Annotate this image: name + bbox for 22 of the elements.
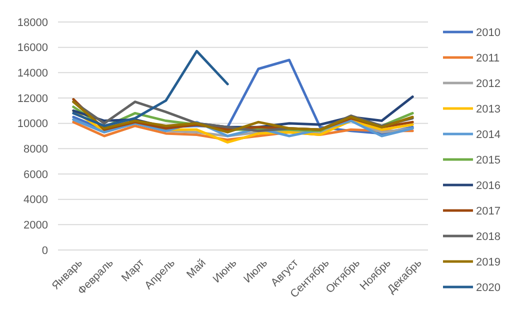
- legend-label: 2015: [476, 154, 500, 166]
- legend-label: 2018: [476, 230, 500, 243]
- legend-label: 2012: [476, 78, 500, 90]
- y-tick-label: 6000: [24, 168, 48, 181]
- legend-label: 2019: [476, 256, 500, 268]
- y-tick-label: 16000: [17, 42, 48, 54]
- legend-label: 2014: [476, 128, 500, 141]
- legend-label: 2011: [476, 52, 500, 64]
- y-tick-label: 14000: [17, 68, 48, 80]
- y-tick-label: 18000: [17, 16, 48, 29]
- legend-label: 2010: [476, 26, 500, 39]
- y-tick-label: 8000: [24, 144, 48, 156]
- legend-label: 2020: [476, 282, 500, 294]
- y-tick-label: 0: [42, 244, 48, 257]
- legend-label: 2017: [476, 205, 500, 218]
- y-tick-label: 12000: [17, 92, 48, 105]
- legend-label: 2013: [476, 103, 500, 116]
- line-series: [72, 50, 229, 128]
- y-tick-label: 10000: [17, 118, 48, 130]
- y-tick-label: 2000: [24, 220, 48, 232]
- y-tick-label: 4000: [24, 194, 48, 206]
- legend-label: 2016: [476, 180, 500, 192]
